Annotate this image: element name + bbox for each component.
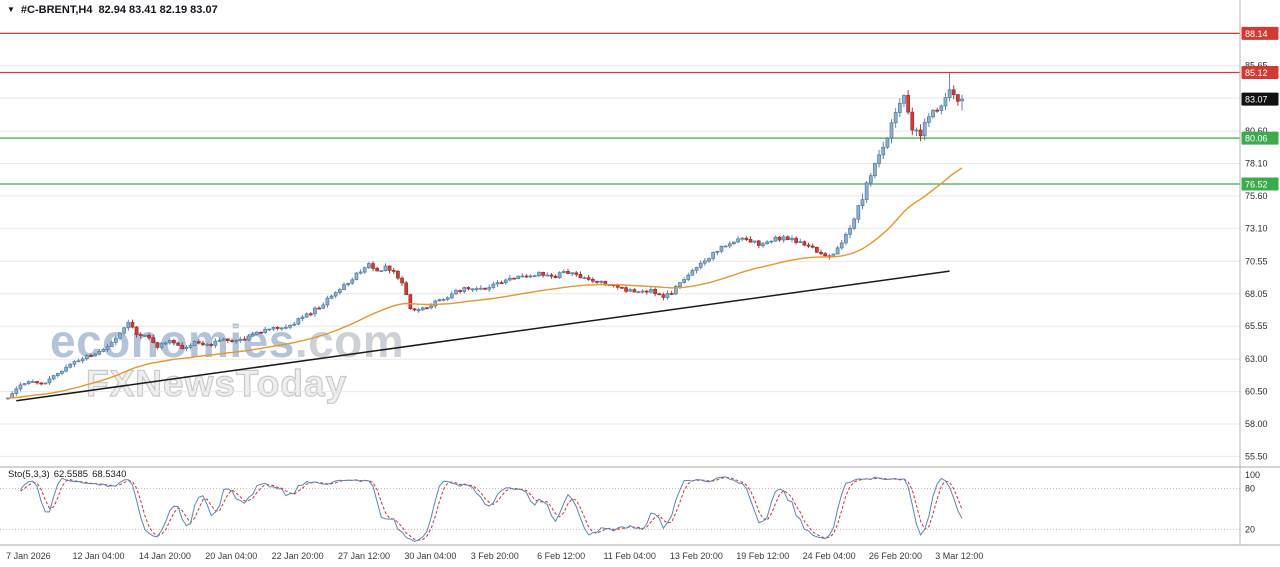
grid-lines [0, 32, 1240, 457]
price-tick-55.50: 55.50 [1245, 451, 1268, 461]
price-tick-65.55: 65.55 [1245, 321, 1268, 331]
symbol-dropdown-icon[interactable]: ▼ [7, 5, 15, 14]
moving-average-line [7, 167, 963, 399]
svg-text:85.12: 85.12 [1245, 68, 1268, 78]
stochastic-indicator-label: Sto(5,3,3) 62.5585 68.5340 [8, 469, 130, 480]
stoch-signal-line [20, 476, 963, 541]
time-tick-27-Jan-12-00: 27 Jan 12:00 [337, 551, 391, 561]
symbol-timeframe-label: #C-BRENT,H4 [20, 4, 93, 16]
price-badge-85.12: 85.12 [1241, 66, 1279, 79]
symbol-info-bar: ▼ #C-BRENT,H4 82.94 83.41 82.19 83.07 [7, 4, 218, 16]
price-badge-88.14: 88.14 [1241, 26, 1279, 40]
horizontal-level-lines [0, 32, 1240, 185]
price-tick-63.00: 63.00 [1245, 354, 1268, 364]
time-tick-24-Feb-04-00: 24 Feb 04:00 [802, 551, 856, 561]
svg-text:83.07: 83.07 [1245, 95, 1268, 105]
time-tick-30-Jan-04-00: 30 Jan 04:00 [404, 551, 457, 561]
time-tick-22-Jan-20-00: 22 Jan 20:00 [271, 551, 324, 561]
stochastic-d-value: 68.5340 [92, 469, 127, 480]
price-badge-76.52: 76.52 [1241, 177, 1279, 191]
price-tick-73.10: 73.10 [1245, 223, 1268, 233]
price-tick-60.50: 60.50 [1245, 387, 1268, 397]
stoch-level-label-80: 80 [1245, 484, 1255, 494]
stochastic-k-value: 62.5585 [53, 469, 89, 480]
svg-text:76.52: 76.52 [1245, 180, 1268, 190]
price-tick-78.10: 78.10 [1245, 159, 1268, 169]
time-tick-7-Jan-2026: 7 Jan 2026 [6, 551, 51, 561]
price-tick-85.65: 85.65 [1245, 61, 1268, 71]
price-tick-80.60: 80.60 [1245, 126, 1268, 136]
time-tick-6-Feb-12-00: 6 Feb 12:00 [537, 551, 586, 561]
stoch-level-label-100: 100 [1245, 470, 1260, 480]
time-tick-11-Feb-04-00: 11 Feb 04:00 [603, 551, 656, 561]
time-tick-12-Jan-04-00: 12 Jan 04:00 [72, 551, 125, 561]
price-tick-70.55: 70.55 [1245, 256, 1268, 266]
time-tick-19-Feb-12-00: 19 Feb 12:00 [736, 551, 790, 561]
price-tick-68.05: 68.05 [1245, 289, 1268, 299]
svg-text:88.14: 88.14 [1245, 29, 1268, 39]
stochastic-name: Sto(5,3,3) [8, 469, 50, 480]
stoch-level-lines: 100 80 20 [0, 470, 1260, 534]
price-axis-labels: 85.65 80.60 78.10 75.60 73.10 70.55 68.05 65.55… [1245, 61, 1268, 462]
time-tick-26-Feb-20-00: 26 Feb 20:00 [868, 551, 922, 561]
time-tick-20-Jan-04-00: 20 Jan 04:00 [205, 551, 258, 561]
symbol-ohlc-values: 82.94 83.41 82.19 83.07 [98, 4, 218, 16]
time-tick-13-Feb-20-00: 13 Feb 20:00 [669, 551, 723, 561]
svg-text:80.06: 80.06 [1245, 134, 1268, 144]
trend-line[interactable] [16, 270, 950, 402]
price-tick-58.00: 58.00 [1245, 419, 1268, 429]
time-tick-14-Jan-20-00: 14 Jan 20:00 [138, 551, 191, 561]
price-badge-80.06: 80.06 [1241, 131, 1279, 145]
price-badge-83.07: 83.07 [1241, 92, 1279, 106]
stoch-main-line [20, 476, 963, 543]
stoch-level-label-20: 20 [1245, 524, 1255, 534]
time-tick-3-Mar-12-00: 3 Mar 12:00 [935, 551, 984, 561]
candles [6, 72, 964, 400]
time-tick-3-Feb-20-00: 3 Feb 20:00 [470, 551, 519, 561]
price-tick-75.60: 75.60 [1245, 191, 1268, 201]
